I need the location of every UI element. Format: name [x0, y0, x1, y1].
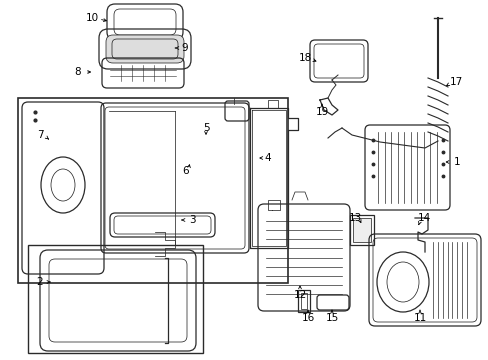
Text: 14: 14	[417, 213, 430, 223]
Text: 4: 4	[264, 153, 271, 163]
Text: 7: 7	[37, 130, 43, 140]
Bar	[352, 218, 370, 242]
Text: 17: 17	[448, 77, 462, 87]
Bar	[349, 215, 373, 245]
Text: 16: 16	[301, 313, 314, 323]
Text: 1: 1	[453, 157, 459, 167]
Text: 19: 19	[315, 107, 328, 117]
Text: 18: 18	[298, 53, 311, 63]
Text: 15: 15	[325, 313, 338, 323]
Text: 2: 2	[37, 277, 43, 287]
Bar	[18, 98, 287, 283]
Text: 11: 11	[412, 313, 426, 323]
Text: 13: 13	[347, 213, 361, 223]
Text: 6: 6	[183, 166, 189, 176]
Text: 12: 12	[293, 290, 306, 300]
Bar	[301, 293, 306, 309]
FancyBboxPatch shape	[106, 35, 183, 63]
Bar	[28, 245, 203, 353]
Text: 5: 5	[202, 123, 209, 133]
Text: 8: 8	[75, 67, 81, 77]
Bar	[297, 290, 309, 312]
Text: 3: 3	[188, 215, 195, 225]
Text: 10: 10	[85, 13, 99, 23]
Text: 9: 9	[182, 43, 188, 53]
